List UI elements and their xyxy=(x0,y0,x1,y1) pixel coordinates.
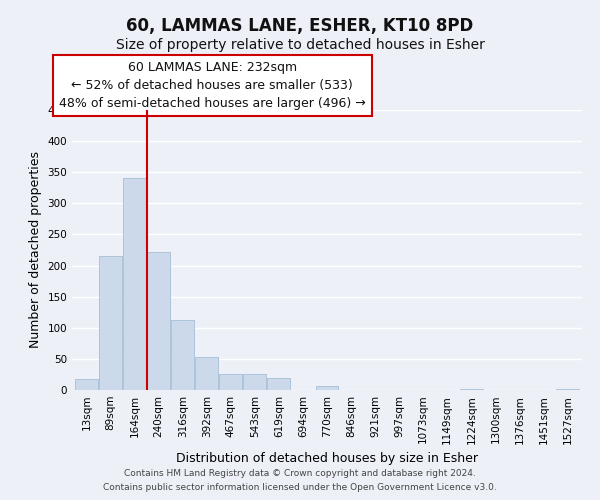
Text: Contains public sector information licensed under the Open Government Licence v3: Contains public sector information licen… xyxy=(103,484,497,492)
Bar xyxy=(460,389,483,390)
Bar xyxy=(171,320,194,390)
Bar xyxy=(123,178,146,390)
Bar xyxy=(195,357,218,390)
Y-axis label: Number of detached properties: Number of detached properties xyxy=(29,152,42,348)
Text: Size of property relative to detached houses in Esher: Size of property relative to detached ho… xyxy=(116,38,484,52)
Text: 60 LAMMAS LANE: 232sqm
← 52% of detached houses are smaller (533)
48% of semi-de: 60 LAMMAS LANE: 232sqm ← 52% of detached… xyxy=(59,61,365,110)
Bar xyxy=(244,374,266,390)
Bar xyxy=(316,386,338,390)
Bar xyxy=(268,378,290,390)
Text: 60, LAMMAS LANE, ESHER, KT10 8PD: 60, LAMMAS LANE, ESHER, KT10 8PD xyxy=(127,18,473,36)
Bar xyxy=(220,374,242,390)
Bar xyxy=(75,379,98,390)
Bar xyxy=(556,389,579,390)
Bar xyxy=(147,252,170,390)
Text: Contains HM Land Registry data © Crown copyright and database right 2024.: Contains HM Land Registry data © Crown c… xyxy=(124,468,476,477)
Bar xyxy=(99,256,122,390)
X-axis label: Distribution of detached houses by size in Esher: Distribution of detached houses by size … xyxy=(176,452,478,465)
